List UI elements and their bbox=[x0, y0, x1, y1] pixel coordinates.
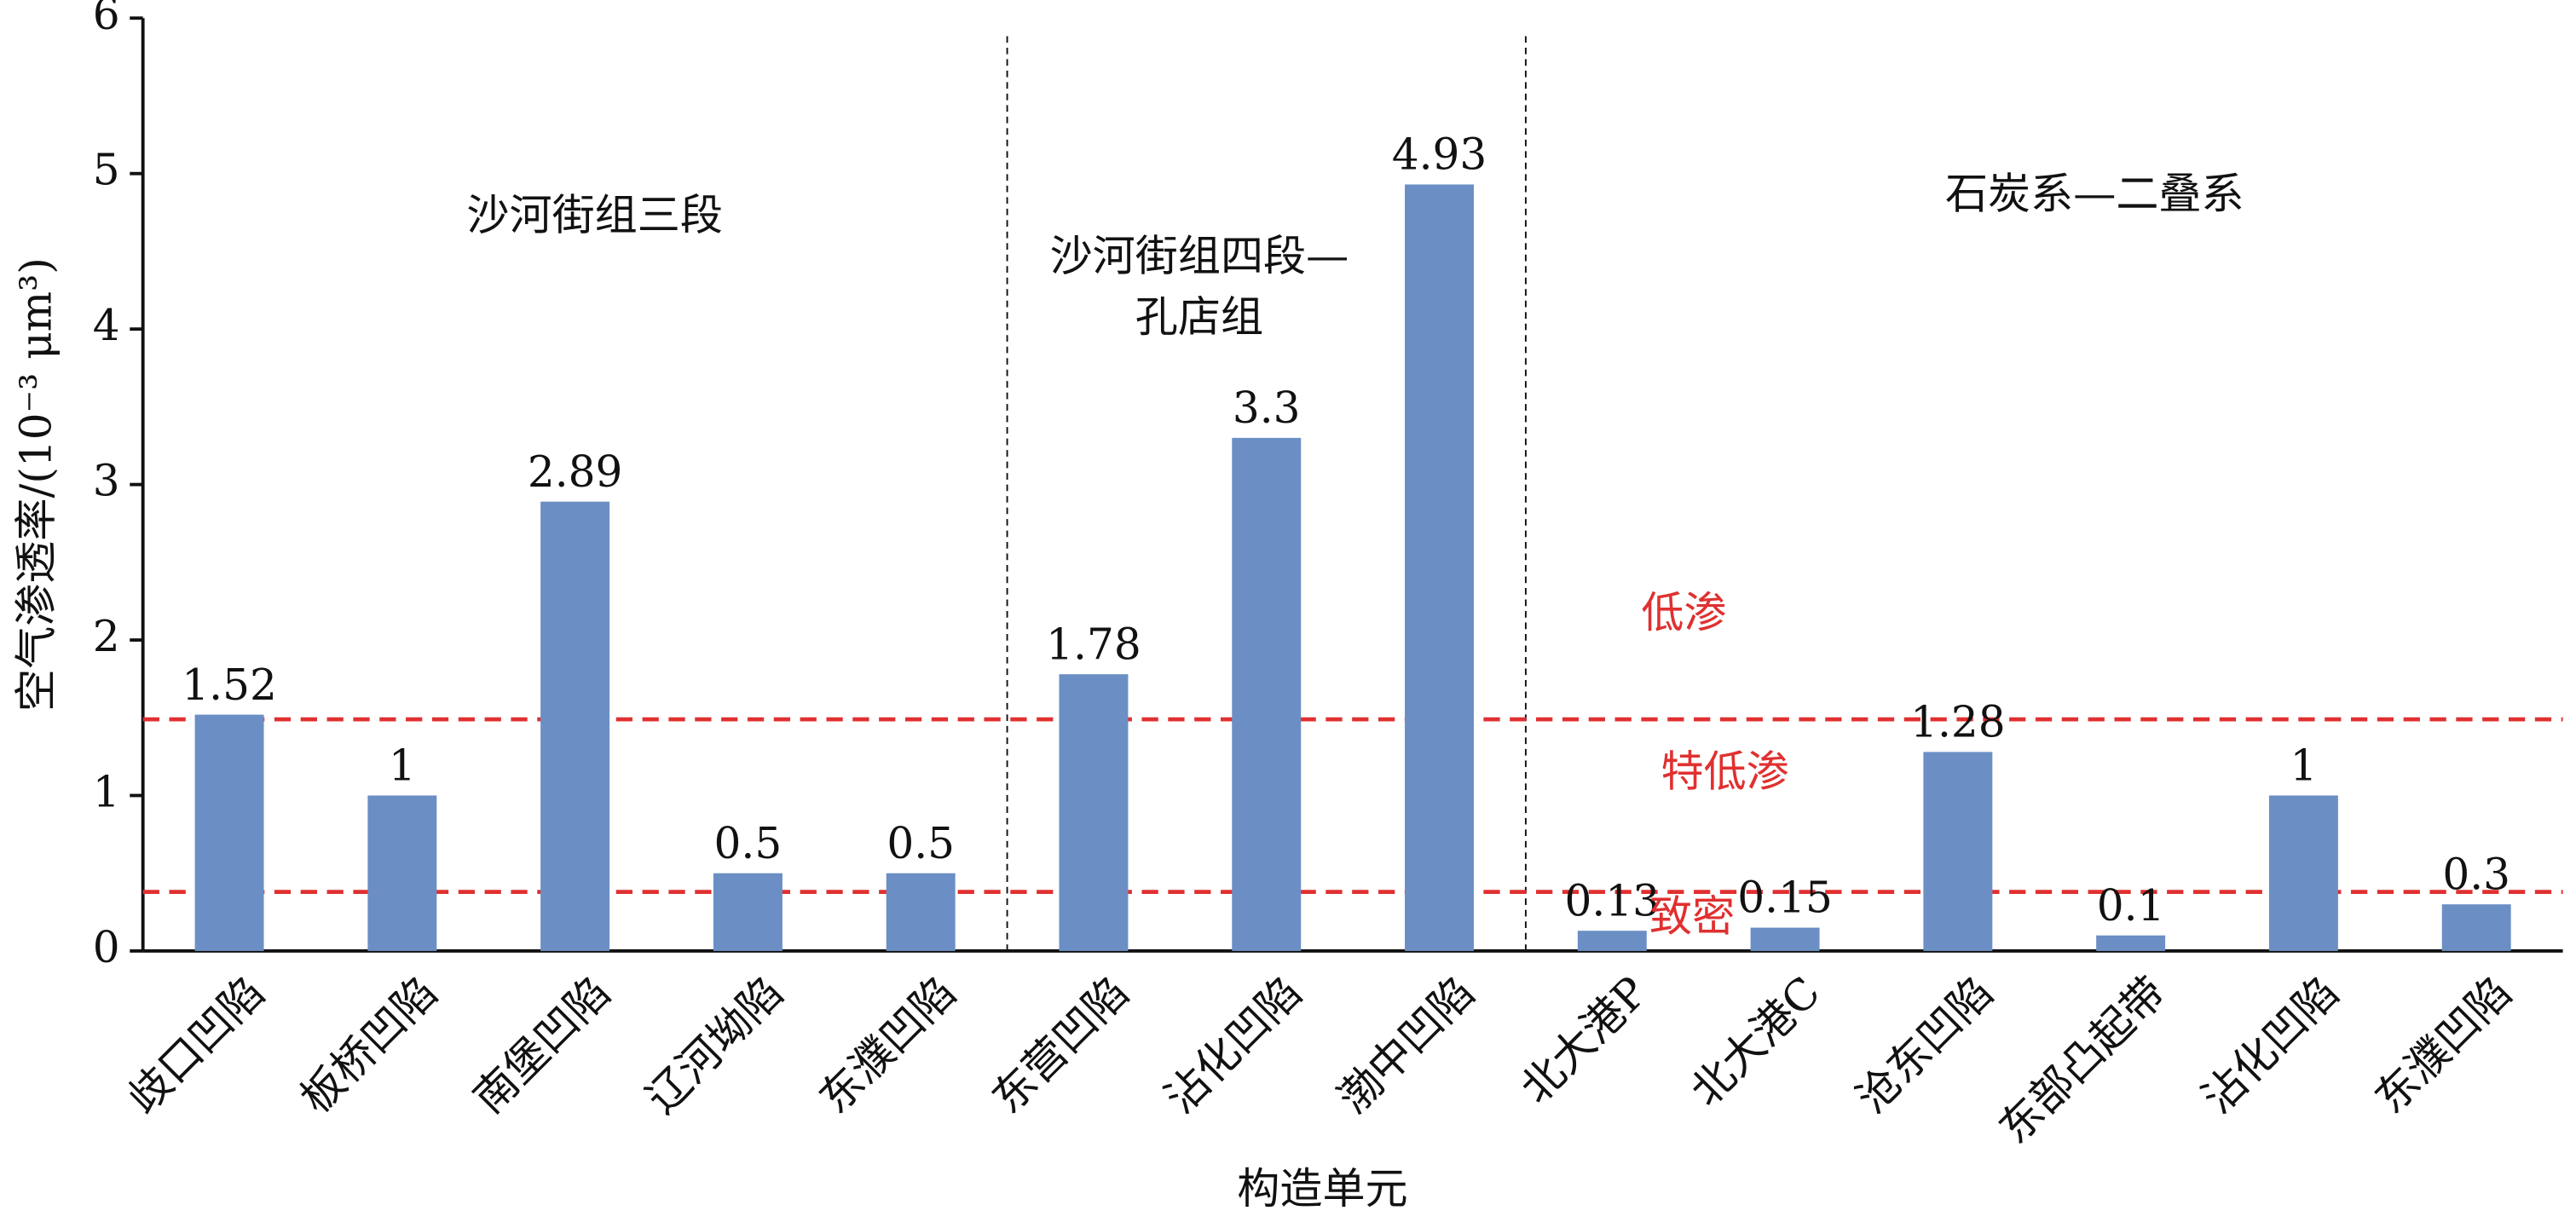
value-label: 0.5 bbox=[887, 818, 955, 868]
bar bbox=[886, 873, 956, 951]
x-tick-label: 南堡凹陷 bbox=[464, 966, 620, 1122]
value-label: 0.13 bbox=[1565, 875, 1661, 925]
bar bbox=[367, 795, 437, 951]
x-tick-label: 东部凸起带 bbox=[1989, 966, 2175, 1153]
bar bbox=[2096, 935, 2166, 951]
value-label: 1 bbox=[389, 741, 416, 791]
value-label: 1.28 bbox=[1910, 697, 2006, 747]
value-label: 0.15 bbox=[1737, 873, 1833, 923]
zone-label: 特低渗 bbox=[1661, 746, 1789, 797]
x-tick-label: 板桥凹陷 bbox=[291, 966, 447, 1122]
x-tick-label: 北大港C bbox=[1680, 966, 1829, 1115]
bar bbox=[2441, 904, 2511, 951]
x-tick-label: 辽河坳陷 bbox=[636, 966, 792, 1122]
y-tick-label: 1 bbox=[93, 766, 120, 816]
value-label: 0.5 bbox=[714, 818, 783, 868]
bar bbox=[194, 714, 264, 951]
value-label: 4.93 bbox=[1392, 130, 1487, 180]
y-tick-label: 2 bbox=[93, 611, 120, 661]
bar bbox=[713, 873, 783, 951]
group-label: 石炭系—二叠系 bbox=[1945, 168, 2244, 218]
y-tick-label: 3 bbox=[93, 456, 120, 506]
group-label: 沙河街组三段 bbox=[466, 189, 723, 239]
x-tick-label: 沾化凹陷 bbox=[2192, 966, 2348, 1122]
value-label: 0.3 bbox=[2442, 849, 2510, 899]
value-label: 1 bbox=[2290, 741, 2317, 791]
group-label: 孔店组 bbox=[1135, 291, 1263, 342]
bar bbox=[1059, 674, 1129, 951]
value-label: 3.3 bbox=[1233, 383, 1301, 433]
value-label: 2.89 bbox=[528, 447, 623, 497]
y-tick-label: 4 bbox=[93, 300, 120, 350]
zone-label: 致密 bbox=[1649, 891, 1735, 941]
bar bbox=[2268, 795, 2338, 951]
x-tick-label: 歧口凹陷 bbox=[118, 966, 274, 1122]
y-tick-label: 5 bbox=[93, 145, 120, 195]
x-tick-label: 北大港P bbox=[1510, 966, 1657, 1113]
y-tick-label: 6 bbox=[93, 0, 120, 39]
bar bbox=[1750, 927, 1820, 951]
y-tick-label: 0 bbox=[93, 922, 120, 972]
x-tick-label: 渤中凹陷 bbox=[1327, 966, 1483, 1122]
value-label: 0.1 bbox=[2097, 880, 2165, 931]
x-tick-label: 东濮凹陷 bbox=[2365, 966, 2521, 1122]
bar bbox=[1577, 931, 1647, 951]
bar bbox=[1232, 437, 1302, 951]
x-tick-label: 沾化凹陷 bbox=[1155, 966, 1311, 1122]
y-axis-label: 空气渗透率/(10⁻³ μm³) bbox=[10, 257, 61, 712]
bar bbox=[1923, 752, 1993, 951]
bar bbox=[540, 501, 610, 951]
value-label: 1.52 bbox=[182, 660, 277, 710]
zone-label: 低渗 bbox=[1641, 587, 1726, 637]
value-label: 1.78 bbox=[1046, 619, 1141, 669]
x-tick-label: 东营凹陷 bbox=[982, 966, 1138, 1122]
x-axis-label: 构造单元 bbox=[1237, 1163, 1407, 1213]
group-label: 沙河街组四段— bbox=[1050, 231, 1349, 281]
x-tick-label: 东濮凹陷 bbox=[809, 966, 965, 1122]
x-tick-label: 沧东凹陷 bbox=[1846, 966, 2002, 1122]
bar bbox=[1405, 184, 1474, 951]
